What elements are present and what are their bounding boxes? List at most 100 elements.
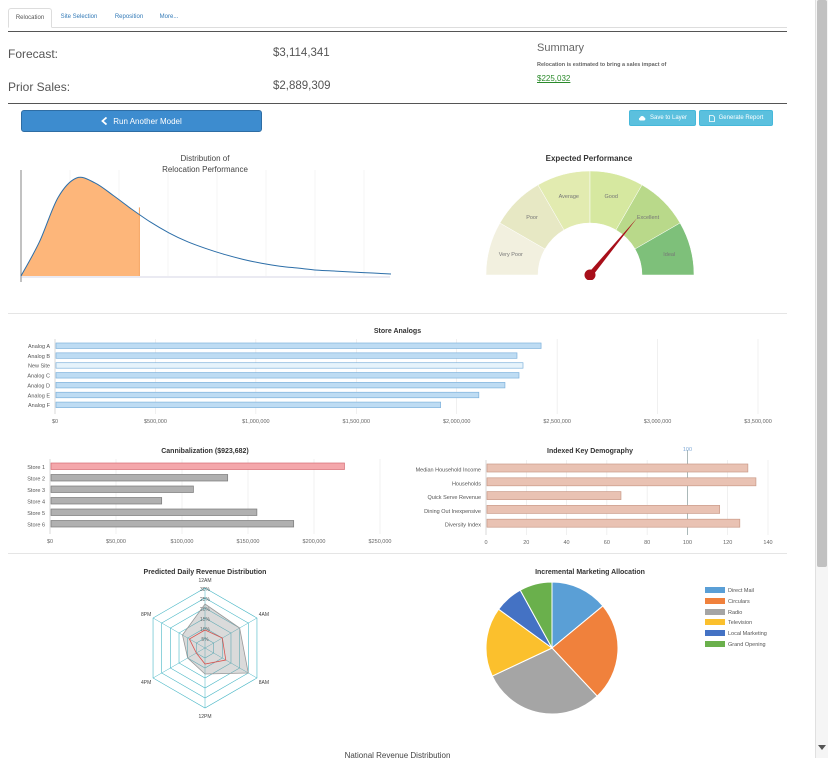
demography-title: Indexed Key Demography: [547, 448, 633, 455]
x-tick-label: 80: [644, 540, 650, 546]
tab-bar: Relocation Site Selection Reposition Mor…: [8, 8, 787, 28]
save-to-layer-button[interactable]: Save to Layer: [629, 110, 696, 126]
store-analogs-title: Store Analogs: [373, 328, 422, 335]
document-icon: [708, 114, 715, 122]
scrollbar-thumb[interactable]: [817, 0, 827, 567]
y-tick-label: Store 6: [27, 523, 45, 529]
scrollbar[interactable]: [815, 0, 828, 758]
x-tick-label: $250,000: [369, 539, 392, 545]
bar: [486, 505, 721, 514]
legend-label: Circulars: [728, 598, 750, 605]
gauge-needle: [588, 217, 638, 277]
y-tick-label: Store 2: [27, 477, 45, 483]
divider-results: [8, 103, 787, 104]
legend-swatch: [705, 630, 725, 637]
distribution-chart-title: Distribution of Relocation Performance: [140, 153, 270, 175]
x-tick-label: $0: [52, 419, 58, 425]
bar: [50, 508, 258, 516]
gauge-band: [634, 222, 695, 276]
pie-slice: [551, 581, 604, 650]
legend-label: Radio: [728, 609, 743, 616]
radar-spoke: [152, 617, 206, 649]
y-tick-label: Households: [452, 481, 481, 487]
bar: [55, 342, 542, 349]
legend-label: Grand Opening: [728, 642, 766, 648]
generate-report-button[interactable]: Generate Report: [699, 110, 773, 126]
marketing-allocation-pie: [485, 581, 619, 715]
run-another-model-button[interactable]: Run Another Model: [21, 110, 262, 132]
bar: [50, 462, 345, 470]
bar: [50, 497, 163, 505]
y-tick-label: Store 1: [27, 465, 45, 471]
generate-report-label: Generate Report: [718, 115, 764, 121]
legend-label: Television: [728, 620, 753, 627]
summary-description: Relocation is estimated to bring a sales…: [537, 62, 667, 68]
distribution-chart-title-line1: Distribution of: [180, 154, 230, 163]
radar-ring-label: 30%: [200, 587, 211, 593]
bar: [486, 477, 757, 487]
y-tick-label: Diversity Index: [445, 523, 481, 529]
x-tick-label: $100,000: [171, 539, 194, 545]
radar-series: [188, 629, 227, 665]
x-tick-label: 0: [484, 540, 487, 546]
bar: [55, 372, 520, 379]
radar-axis-label: 8PM: [141, 612, 151, 618]
gauge-band-label: Ideal: [663, 252, 675, 258]
x-tick-label: 20: [523, 540, 529, 546]
y-tick-label: New Site: [28, 364, 50, 370]
x-tick-label: $2,500,000: [543, 419, 571, 425]
gauge-needle-hub: [584, 269, 596, 280]
legend-swatch: [705, 587, 725, 593]
gauge-title: Expected Performance: [545, 154, 633, 163]
radar-spoke: [204, 617, 258, 649]
gauge-band-label: Poor: [526, 215, 538, 221]
x-tick-label: $1,000,000: [242, 419, 270, 425]
forecast-value: $3,114,341: [273, 47, 330, 59]
radar-axis-label: 8AM: [259, 680, 269, 686]
legend-swatch: [705, 597, 725, 604]
x-tick-label: 120: [723, 540, 732, 546]
bar: [50, 474, 229, 482]
distribution-line: [20, 176, 392, 277]
x-tick-label: $1,500,000: [343, 419, 371, 425]
radar-title: Predicted Daily Revenue Distribution: [143, 569, 267, 576]
prior-sales-value: $2,889,309: [273, 80, 331, 92]
bar: [55, 362, 524, 369]
y-tick-label: Analog A: [28, 344, 50, 350]
prior-sales-label: Prior Sales:: [8, 80, 71, 94]
y-tick-label: Analog C: [27, 374, 50, 380]
expected-performance-gauge: Very Poor Poor Average Good Excellent Ideal: [485, 170, 695, 280]
tab-relocation[interactable]: Relocation: [8, 8, 52, 28]
caret-down-icon[interactable]: [818, 745, 826, 751]
gauge-band-label: Very Poor: [499, 252, 523, 258]
y-tick-label: Store 3: [27, 488, 45, 494]
y-tick-label: Analog B: [28, 354, 51, 360]
radar-series: [182, 603, 249, 675]
pie-slice: [551, 605, 619, 697]
y-tick-label: Analog F: [28, 403, 51, 409]
radar-axis-label: 12AM: [198, 578, 211, 584]
x-tick-label: $500,000: [144, 419, 167, 425]
summary-amount-link[interactable]: $225,032: [537, 74, 571, 83]
pie-slice: [519, 581, 553, 649]
bar: [55, 401, 441, 408]
y-tick-label: Store 4: [27, 500, 45, 506]
y-tick-label: Store 5: [27, 511, 45, 517]
tab-more[interactable]: More...: [159, 14, 179, 20]
gauge-band-label: Average: [559, 194, 579, 200]
y-tick-label: Dining Out Inexpensive: [424, 509, 481, 515]
x-tick-label: 40: [564, 540, 570, 546]
x-tick-label: $3,500,000: [744, 419, 772, 425]
distribution-chart: [20, 170, 392, 282]
distribution-chart-title-line2: Relocation Performance: [162, 165, 248, 174]
tab-site-selection[interactable]: Site Selection: [60, 14, 98, 20]
gauge-band-label: Excellent: [637, 215, 660, 221]
bar: [55, 382, 506, 389]
radar-axis-label: 4AM: [259, 612, 269, 618]
x-tick-label: $150,000: [237, 539, 260, 545]
bar: [50, 520, 295, 528]
legend-label: Direct Mail: [728, 588, 754, 594]
tab-reposition[interactable]: Reposition: [114, 14, 144, 20]
